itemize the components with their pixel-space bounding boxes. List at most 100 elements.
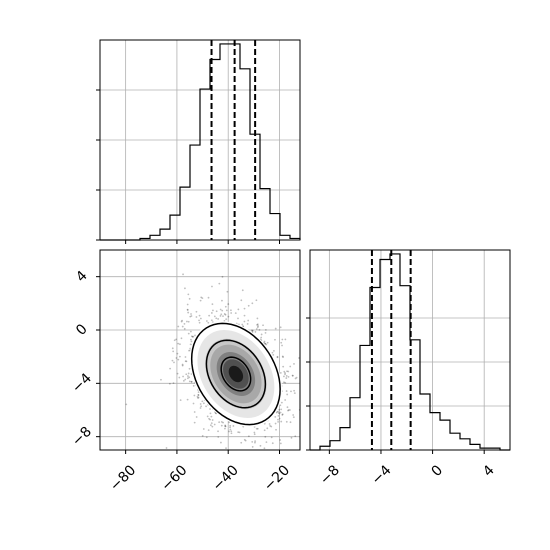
scatter-point xyxy=(277,420,280,423)
scatter-point xyxy=(187,375,189,377)
scatter-point xyxy=(220,420,223,423)
scatter-point xyxy=(185,360,188,363)
scatter-point xyxy=(188,376,191,379)
scatter-point xyxy=(186,377,189,380)
scatter-point xyxy=(286,370,288,373)
scatter-point xyxy=(184,287,186,290)
scatter-point xyxy=(274,422,277,425)
scatter-point xyxy=(160,378,162,381)
scatter-point xyxy=(275,462,277,464)
scatter-point xyxy=(254,441,256,444)
scatter-point xyxy=(205,405,207,408)
scatter-point xyxy=(251,446,254,448)
scatter-point xyxy=(211,419,214,421)
scatter-point xyxy=(278,412,281,415)
scatter-point xyxy=(251,440,254,443)
scatter-point xyxy=(172,350,175,353)
scatter-point xyxy=(180,337,183,340)
scatter-point xyxy=(187,320,190,323)
scatter-point xyxy=(281,414,284,416)
scatter-point xyxy=(201,434,204,437)
scatter-point xyxy=(285,390,288,392)
scatter-point xyxy=(190,340,193,343)
scatter-point xyxy=(294,435,297,438)
scatter-point xyxy=(209,424,212,427)
scatter-point xyxy=(199,403,202,405)
scatter-point xyxy=(285,420,288,423)
scatter-y-tick-label: −8 xyxy=(69,424,95,450)
scatter-point xyxy=(173,339,176,342)
scatter-point xyxy=(281,344,283,347)
scatter-point xyxy=(184,356,187,358)
scatter-point xyxy=(200,296,203,299)
scatter-point xyxy=(277,411,280,414)
scatter-point xyxy=(247,304,250,307)
scatter-plot-area xyxy=(125,273,305,464)
scatter-point xyxy=(274,338,276,341)
scatter-point xyxy=(207,429,210,432)
scatter-point xyxy=(280,455,282,457)
scatter-point xyxy=(277,414,280,417)
scatter-point xyxy=(177,325,180,328)
scatter-point xyxy=(263,429,266,432)
scatter-point xyxy=(206,415,209,418)
scatter-point xyxy=(241,289,244,292)
scatter-point xyxy=(221,299,223,302)
scatter-point xyxy=(217,318,220,320)
hist2-x-tick-label: 0 xyxy=(429,462,447,480)
scatter-point xyxy=(232,425,235,427)
scatter-point xyxy=(219,315,222,317)
scatter-point xyxy=(262,324,264,327)
scatter-point xyxy=(251,330,254,333)
scatter-x-tick-label: −80 xyxy=(107,462,139,494)
scatter-point xyxy=(287,409,290,411)
scatter-point xyxy=(183,322,186,325)
scatter-point xyxy=(260,336,263,339)
scatter-point xyxy=(187,311,190,314)
scatter-point xyxy=(177,342,180,345)
scatter-point xyxy=(303,393,305,395)
scatter-point xyxy=(198,319,200,322)
scatter-point xyxy=(284,372,287,374)
scatter-point xyxy=(192,335,195,338)
scatter-point xyxy=(190,313,192,315)
scatter-point xyxy=(237,308,240,311)
scatter-point xyxy=(281,455,283,457)
scatter-point xyxy=(283,381,285,384)
density-fill-level-7 xyxy=(228,365,244,383)
histogram-panel-param2: −8 −4 0 4 xyxy=(306,249,511,488)
scatter-point xyxy=(171,359,174,362)
scatter-point xyxy=(241,323,244,326)
hist2-axes-frame xyxy=(309,249,511,451)
scatter-point xyxy=(289,421,292,424)
scatter-point xyxy=(251,329,254,332)
scatter-point xyxy=(243,438,246,441)
scatter-point xyxy=(195,316,198,318)
scatter-point xyxy=(225,447,227,449)
scatter-y-tick-label: 4 xyxy=(73,268,91,286)
scatter-point xyxy=(293,363,295,365)
scatter-point xyxy=(223,313,226,315)
scatter-point xyxy=(259,444,262,447)
scatter-point xyxy=(192,384,195,387)
scatter-point xyxy=(284,381,287,384)
scatter-point xyxy=(287,376,290,378)
scatter-point xyxy=(237,431,240,434)
scatter-point xyxy=(254,440,257,442)
scatter-point xyxy=(181,364,184,367)
scatter-point xyxy=(278,408,281,411)
scatter-point xyxy=(272,353,275,356)
scatter-point xyxy=(277,410,280,413)
scatter-point xyxy=(198,321,201,324)
scatter-point xyxy=(258,328,261,331)
scatter-point xyxy=(235,462,237,464)
scatter-point xyxy=(217,430,219,433)
scatter-point xyxy=(255,328,258,330)
hist2-x-tick-label: 4 xyxy=(480,462,498,480)
scatter-point xyxy=(271,351,274,354)
scatter-point xyxy=(250,329,253,332)
scatter-point xyxy=(284,399,287,401)
scatter-point xyxy=(180,320,183,323)
scatter-point xyxy=(209,412,212,415)
